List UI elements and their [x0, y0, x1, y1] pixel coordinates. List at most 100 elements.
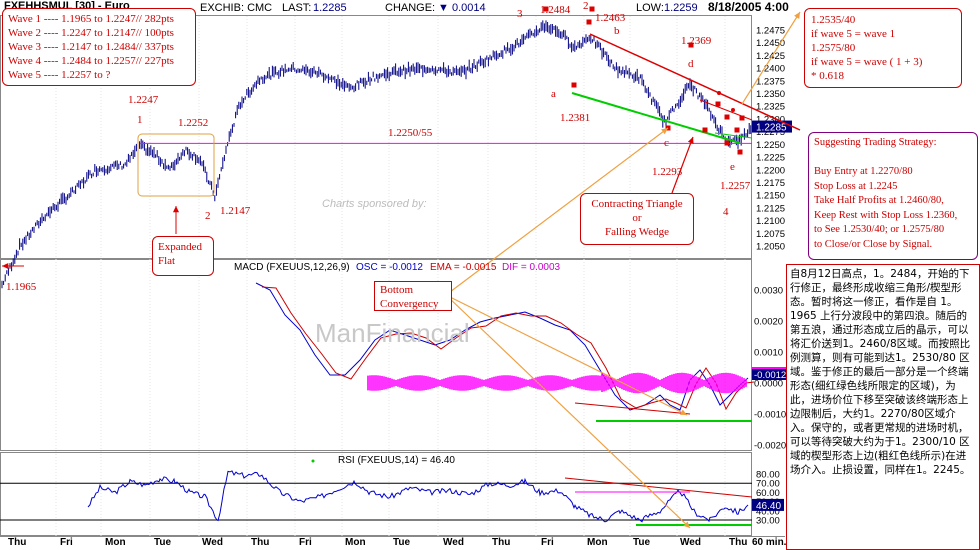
target-line: if wave 5 = wave ( 1 + 3): [811, 56, 923, 68]
rsi-resistance-line: [564, 477, 753, 498]
day-label: Wed: [202, 537, 223, 548]
convergency-line-rsi: [445, 294, 691, 529]
wave4-price-label: 1.2257: [720, 180, 751, 192]
triangle-box: Contracting Triangle or Falling Wedge: [580, 193, 694, 245]
price-tick-label: 1.2125: [756, 203, 785, 214]
day-label: Thu: [492, 537, 511, 548]
target-line: * 0.618: [811, 70, 844, 82]
price-tick-label: 1.2250: [756, 140, 785, 151]
wave-line: Wave 1 ---- 1.1965 to 1.2247// 282pts: [8, 13, 174, 25]
day-label: Wed: [443, 537, 464, 548]
rsi-last-badge: [752, 498, 784, 511]
strategy-line: Stop Loss at 1.2245: [814, 180, 898, 192]
day-label: Mon: [105, 537, 126, 548]
hline-label: 1.2250/55: [388, 127, 433, 139]
last-price-marker: [752, 120, 792, 133]
wave-dot: [731, 108, 735, 112]
target-line: 1.2535/40: [811, 14, 856, 26]
rsi-tick-label: 30.00: [756, 516, 780, 527]
wave-marker: [715, 101, 721, 107]
level-1965-label: 1.1965: [6, 281, 37, 293]
strategy-line: Suggesting Trading Strategy:: [814, 137, 937, 148]
wave-d-label: d: [688, 58, 694, 70]
wave-marker: [737, 149, 743, 155]
macd-osc: OSC = -0.0012: [356, 262, 423, 273]
price-tick-label: 1.2050: [756, 242, 785, 253]
price-tick-label: 1.2425: [756, 51, 785, 62]
wedge-upper-line: [589, 33, 801, 131]
macd-title: MACD (FXEUUS,12,26,9): [234, 262, 350, 273]
expanded-flat-arrowhead: [172, 206, 180, 213]
strategy-line: to Close/or Close by Signal.: [814, 238, 933, 250]
rsi-indicator-dot: [311, 459, 315, 463]
day-label: Tue: [154, 537, 172, 548]
price-tick-label: 1.2100: [756, 216, 785, 227]
rsi-panel-frame: [0, 452, 752, 536]
expanded-flat-line: Expanded: [158, 241, 202, 253]
target-box: 1.2535/40 if wave 5 = wave 1 1.2575/80 i…: [804, 8, 962, 88]
price-tick-label: 1.2375: [756, 76, 785, 87]
day-label: Mon: [345, 537, 366, 548]
triangle-line: or: [632, 212, 642, 224]
price-tick-label: 1.2275: [756, 127, 785, 138]
change-down-icon: ▼: [438, 2, 449, 14]
exchange-label: EXCHIB: CMC: [200, 2, 273, 14]
wave2a-price-label: 1.2252: [178, 117, 209, 129]
macd-tick-label: 0.0010: [754, 348, 783, 359]
terminal-lower-line: [714, 132, 753, 139]
wave-a-price-label: 1.2381: [560, 112, 591, 124]
strategy-box: Suggesting Trading Strategy: Buy Entry a…: [808, 132, 978, 260]
wave-d-price-label: 1.2369: [681, 35, 712, 47]
bottom-convergency-line: Bottom: [380, 284, 414, 296]
triangle-line: Contracting Triangle: [591, 198, 683, 210]
price-tick-label: 1.2325: [756, 102, 785, 113]
day-label: Mon: [587, 537, 608, 548]
macd-dif: DIF = 0.0003: [502, 262, 561, 273]
strategy-line: to See 1.2530/40; or 1.2575/80: [814, 224, 945, 235]
strategy-line: Buy Entry at 1.2270/80: [814, 166, 913, 177]
day-label: Fri: [299, 537, 312, 548]
price-panel-frame: [0, 15, 752, 259]
price-tick-label: 1.2200: [756, 165, 785, 176]
expanded-flat-region: [137, 133, 215, 197]
wave-b-label: b: [614, 25, 620, 37]
wave4-label: 4: [723, 206, 729, 218]
rsi-tick-label: 70.00: [756, 479, 780, 490]
watermark-brand: ManFinancial: [315, 318, 470, 348]
expanded-flat-line: Flat: [158, 255, 176, 267]
day-label: Wed: [680, 537, 701, 548]
wave-marker: [724, 114, 730, 120]
macd-tick-label: 0.0030: [754, 286, 783, 297]
macd-tick-label: -0.0020: [754, 441, 786, 452]
wave-marker: [734, 127, 740, 133]
watermark-sponsor: Charts sponsored by:: [322, 198, 427, 210]
wave-line: Wave 5 ---- 1.2257 to ?: [8, 69, 111, 81]
wave-a-label: a: [551, 88, 556, 100]
price-tick-label: 1.2350: [756, 89, 785, 100]
bottom-convergency-line: Convergency: [380, 298, 439, 310]
strategy-line: [814, 151, 972, 166]
macd-osc-badge: [752, 369, 792, 380]
triangle-line: Falling Wedge: [605, 226, 669, 238]
rsi-tick-label: 60.00: [756, 488, 780, 499]
last-value: 1.2285: [313, 2, 347, 14]
top-2-label: 2: [583, 0, 589, 12]
day-label: Thu: [251, 537, 270, 548]
convergency-line-up: [445, 127, 669, 296]
macd-osc-badge-text: -0.0012: [754, 370, 786, 381]
wave-marker: [688, 42, 694, 48]
wave1-price-label: 1.2247: [128, 94, 159, 106]
triangle-arrow: [671, 136, 694, 194]
price-tick-label: 1.2225: [756, 153, 785, 164]
price-tick-label: 1.2300: [756, 114, 785, 125]
low-label: LOW:: [636, 2, 664, 14]
price-tick-label: 1.2475: [756, 26, 785, 37]
convergency-line-macd: [445, 294, 688, 416]
convergency-arrowhead-rsi: [683, 521, 690, 528]
price-bars: [1, 20, 752, 289]
expanded-flat-box: Expanded Flat: [152, 236, 214, 276]
wave3-label: 3: [517, 8, 523, 20]
wave-summary-box: Wave 1 ---- 1.1965 to 1.2247// 282pts Wa…: [2, 8, 196, 86]
wave-b-price-label: 1.2463: [595, 12, 626, 24]
